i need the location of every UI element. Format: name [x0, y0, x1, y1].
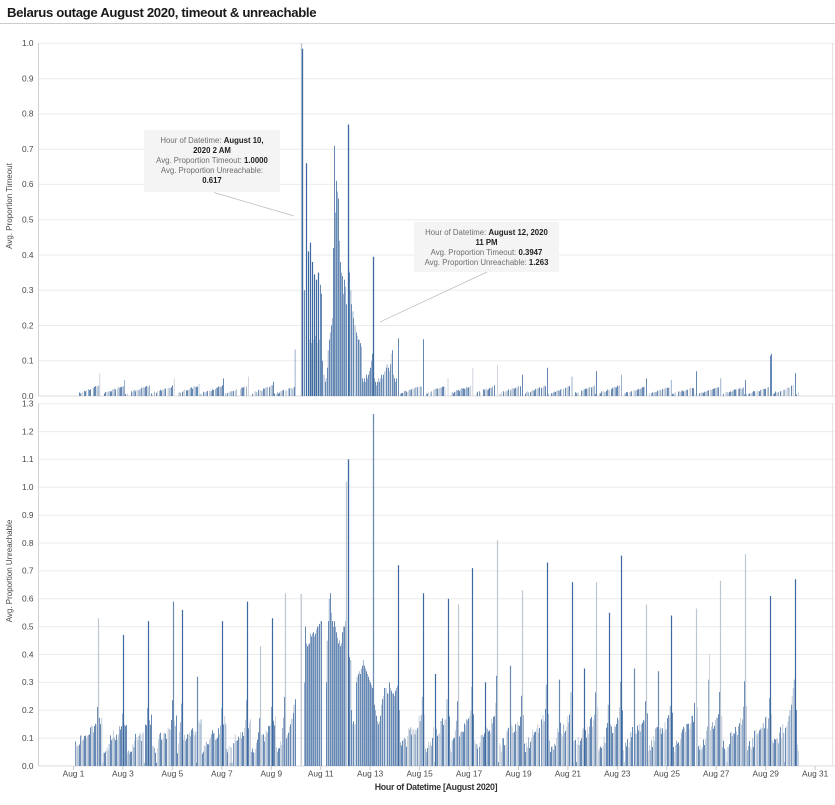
- svg-text:Hour of Datetime: August 12, 2: Hour of Datetime: August 12, 2020: [425, 228, 548, 237]
- svg-text:Hour of Datetime [August 2020]: Hour of Datetime [August 2020]: [375, 782, 498, 792]
- svg-text:0.6: 0.6: [22, 594, 34, 604]
- svg-text:0.5: 0.5: [22, 215, 34, 225]
- svg-text:0.0: 0.0: [22, 761, 34, 771]
- svg-text:0.6: 0.6: [22, 179, 34, 189]
- svg-text:0.2: 0.2: [22, 320, 34, 330]
- svg-text:0.5: 0.5: [22, 621, 34, 631]
- svg-text:Aug 19: Aug 19: [505, 769, 532, 779]
- svg-text:0.2: 0.2: [22, 705, 34, 715]
- svg-text:Aug 23: Aug 23: [604, 769, 631, 779]
- svg-text:0.9: 0.9: [22, 74, 34, 84]
- svg-text:Aug 5: Aug 5: [162, 769, 184, 779]
- svg-text:0.3: 0.3: [22, 677, 34, 687]
- svg-text:0.3: 0.3: [22, 285, 34, 295]
- svg-text:0.617: 0.617: [202, 176, 222, 185]
- svg-text:Avg. Proportion Unreachable:: Avg. Proportion Unreachable:: [161, 166, 263, 175]
- svg-text:Avg. Proportion Unreachable: 1: Avg. Proportion Unreachable: 1.263: [425, 258, 549, 267]
- svg-text:2020 2 AM: 2020 2 AM: [193, 146, 231, 155]
- svg-text:Aug 1: Aug 1: [63, 769, 85, 779]
- svg-text:0.4: 0.4: [22, 250, 34, 260]
- svg-text:Avg. Proportion Timeout: Avg. Proportion Timeout: [5, 162, 14, 248]
- svg-text:0.4: 0.4: [22, 649, 34, 659]
- svg-text:Aug 11: Aug 11: [308, 769, 334, 779]
- svg-text:0.7: 0.7: [22, 144, 34, 154]
- svg-text:Aug 7: Aug 7: [211, 769, 233, 779]
- svg-text:Belarus outage August 2020, ti: Belarus outage August 2020, timeout & un…: [7, 5, 316, 20]
- svg-text:1.0: 1.0: [22, 482, 34, 492]
- svg-text:0.8: 0.8: [22, 538, 34, 548]
- svg-text:Hour of Datetime: August 10,: Hour of Datetime: August 10,: [160, 136, 263, 145]
- svg-text:Avg. Proportion Timeout: 0.394: Avg. Proportion Timeout: 0.3947: [431, 248, 543, 257]
- svg-text:Avg. Proportion Unreachable: Avg. Proportion Unreachable: [5, 519, 14, 622]
- svg-text:Aug 13: Aug 13: [357, 769, 384, 779]
- svg-text:Aug 25: Aug 25: [654, 769, 681, 779]
- svg-text:0.8: 0.8: [22, 109, 34, 119]
- svg-text:0.7: 0.7: [22, 566, 34, 576]
- svg-text:Aug 21: Aug 21: [555, 769, 582, 779]
- svg-text:Avg. Proportion Timeout: 1.000: Avg. Proportion Timeout: 1.0000: [156, 156, 268, 165]
- svg-text:0.1: 0.1: [22, 356, 34, 366]
- svg-text:1.2: 1.2: [22, 426, 34, 436]
- svg-text:Aug 9: Aug 9: [260, 769, 282, 779]
- svg-text:1.0: 1.0: [22, 38, 34, 48]
- svg-text:Aug 3: Aug 3: [112, 769, 134, 779]
- svg-text:11 PM: 11 PM: [475, 238, 497, 247]
- svg-text:1.1: 1.1: [22, 454, 34, 464]
- svg-text:Aug 27: Aug 27: [703, 769, 730, 779]
- svg-text:0.1: 0.1: [22, 733, 34, 743]
- svg-text:1.3: 1.3: [22, 399, 34, 409]
- svg-text:Aug 17: Aug 17: [456, 769, 483, 779]
- svg-text:0.0: 0.0: [22, 391, 34, 401]
- svg-text:Aug 15: Aug 15: [406, 769, 433, 779]
- svg-text:Aug 31: Aug 31: [802, 769, 829, 779]
- svg-text:Aug 29: Aug 29: [753, 769, 780, 779]
- svg-text:0.9: 0.9: [22, 510, 34, 520]
